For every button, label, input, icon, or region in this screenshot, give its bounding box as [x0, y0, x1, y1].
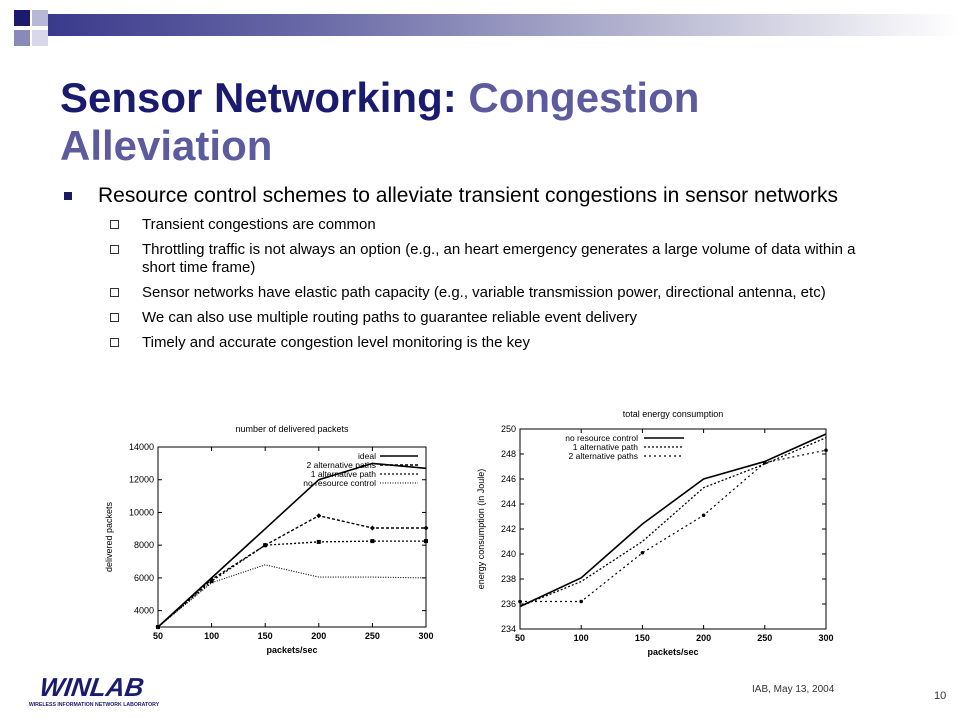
series-line-1 — [519, 437, 827, 608]
y-tick-label: 10000 — [129, 507, 154, 517]
series-line-0 — [519, 433, 827, 608]
x-tick-label: 50 — [153, 631, 163, 641]
hollow-square-bullet-icon — [110, 220, 119, 229]
y-tick-label: 236 — [501, 599, 516, 609]
series-point-2 — [763, 460, 767, 465]
title-part-2: Congestion Alleviation — [60, 74, 700, 169]
series-line-3 — [157, 564, 427, 628]
series-line-2 — [157, 540, 426, 628]
series-point-2 — [209, 579, 214, 584]
sub-bullet-text: Timely and accurate congestion level mon… — [142, 334, 530, 351]
x-tick-label: 150 — [635, 633, 650, 643]
hollow-square-bullet-icon — [110, 313, 119, 322]
slide-title: Sensor Networking: Congestion Alleviatio… — [60, 74, 920, 170]
logo-wordmark: WINLAB — [38, 672, 146, 702]
x-axis-label: packets/sec — [647, 647, 698, 657]
title-part-1: Sensor Networking: — [60, 74, 457, 121]
series-point-2 — [518, 599, 522, 604]
series-point-2 — [263, 543, 268, 548]
series-point-1 — [369, 525, 375, 531]
y-tick-label: 250 — [501, 424, 516, 434]
sub-bullet-item: Timely and accurate congestion level mon… — [62, 334, 892, 352]
chart-title: total energy consumption — [623, 409, 724, 419]
corner-square-dark — [14, 10, 30, 26]
x-tick-label: 100 — [574, 633, 589, 643]
winlab-logo: WINLAB WIRELESS INFORMATION NETWORK LABO… — [29, 672, 160, 708]
sub-bullet-item: We can also use multiple routing paths t… — [62, 309, 892, 327]
main-bullet: Resource control schemes to alleviate tr… — [62, 183, 892, 208]
legend-label: 2 alternative paths — [307, 460, 376, 470]
series-point-1 — [316, 513, 322, 519]
sub-bullet-item: Transient congestions are common — [62, 216, 892, 234]
corner-square-mid — [14, 30, 30, 46]
legend-label: 1 alternative path — [311, 469, 376, 479]
header-gradient-bar — [48, 14, 960, 36]
plot-frame — [519, 428, 827, 630]
sub-bullet-list: Transient congestions are common Throttl… — [62, 216, 892, 352]
legend-label: no resource control — [303, 478, 376, 488]
y-tick-label: 240 — [501, 549, 516, 559]
y-tick-label: 248 — [501, 449, 516, 459]
sub-bullet-text: Throttling traffic is not always an opti… — [142, 241, 856, 276]
x-tick-label: 200 — [311, 631, 326, 641]
y-tick-label: 244 — [501, 499, 516, 509]
corner-square-light — [32, 10, 48, 26]
y-tick-label: 6000 — [134, 573, 154, 583]
series-point-2 — [424, 539, 428, 544]
plot-frame — [157, 446, 427, 628]
bullet-list: Resource control schemes to alleviate tr… — [62, 183, 892, 359]
x-tick-label: 200 — [696, 633, 711, 643]
series-point-2 — [640, 550, 645, 555]
x-tick-label: 150 — [258, 631, 273, 641]
series-point-2 — [316, 539, 321, 544]
page-number: 10 — [934, 690, 947, 702]
sub-bullet-text: We can also use multiple routing paths t… — [142, 309, 638, 326]
series-line-1 — [157, 514, 426, 628]
series-line-2 — [520, 449, 827, 603]
y-axis-label: energy consumption (in Joule) — [476, 469, 486, 590]
sub-bullet-item: Sensor networks have elastic path capaci… — [62, 284, 892, 302]
sub-bullet-text: Sensor networks have elastic path capaci… — [142, 284, 826, 301]
x-tick-label: 250 — [757, 633, 772, 643]
x-tick-label: 300 — [818, 633, 833, 643]
y-tick-label: 246 — [501, 474, 516, 484]
sub-bullet-text: Transient congestions are common — [142, 216, 376, 233]
series-point-2 — [370, 539, 375, 544]
series-line-0 — [157, 462, 427, 628]
energy-consumption-chart: total energy consumption 234 236 238 240 242 2… — [476, 409, 834, 657]
hollow-square-bullet-icon — [110, 338, 119, 347]
legend-label: no resource control — [565, 433, 638, 443]
y-tick-label: 234 — [501, 624, 516, 634]
series-point-2 — [824, 448, 828, 453]
x-axis-label: packets/sec — [266, 645, 317, 655]
y-tick-label: 238 — [501, 574, 516, 584]
legend-label: 1 alternative path — [573, 442, 638, 452]
x-tick-label: 250 — [365, 631, 380, 641]
square-bullet-icon — [64, 192, 72, 200]
main-bullet-text: Resource control schemes to alleviate tr… — [98, 184, 839, 207]
bullet-clip-region: Resource control schemes to alleviate tr… — [0, 183, 960, 398]
logo-subtext: WIRELESS INFORMATION NETWORK LABORATORY — [29, 702, 160, 708]
y-tick-label: 4000 — [134, 606, 154, 616]
legend-label: ideal — [358, 451, 376, 461]
y-axis-label: delivered packets — [104, 501, 114, 572]
footer-date: IAB, May 13, 2004 — [752, 684, 835, 695]
y-tick-label: 242 — [501, 524, 516, 534]
series-point-1 — [423, 525, 429, 531]
delivered-packets-chart: number of delivered packets 4000 6000 8000 1… — [104, 424, 434, 655]
sub-bullet-item: Throttling traffic is not always an opti… — [62, 241, 892, 277]
corner-square-pale — [32, 30, 48, 46]
x-tick-label: 50 — [515, 633, 525, 643]
y-tick-label: 8000 — [134, 540, 154, 550]
hollow-square-bullet-icon — [110, 288, 119, 297]
chart-title: number of delivered packets — [235, 424, 349, 434]
y-tick-label: 12000 — [129, 475, 154, 485]
series-point-2 — [701, 513, 706, 518]
x-tick-label: 100 — [204, 631, 219, 641]
series-point-2 — [579, 599, 583, 604]
legend-label: 2 alternative paths — [569, 451, 638, 461]
y-tick-label: 14000 — [129, 442, 154, 452]
x-tick-label: 300 — [418, 631, 433, 641]
hollow-square-bullet-icon — [110, 245, 119, 254]
